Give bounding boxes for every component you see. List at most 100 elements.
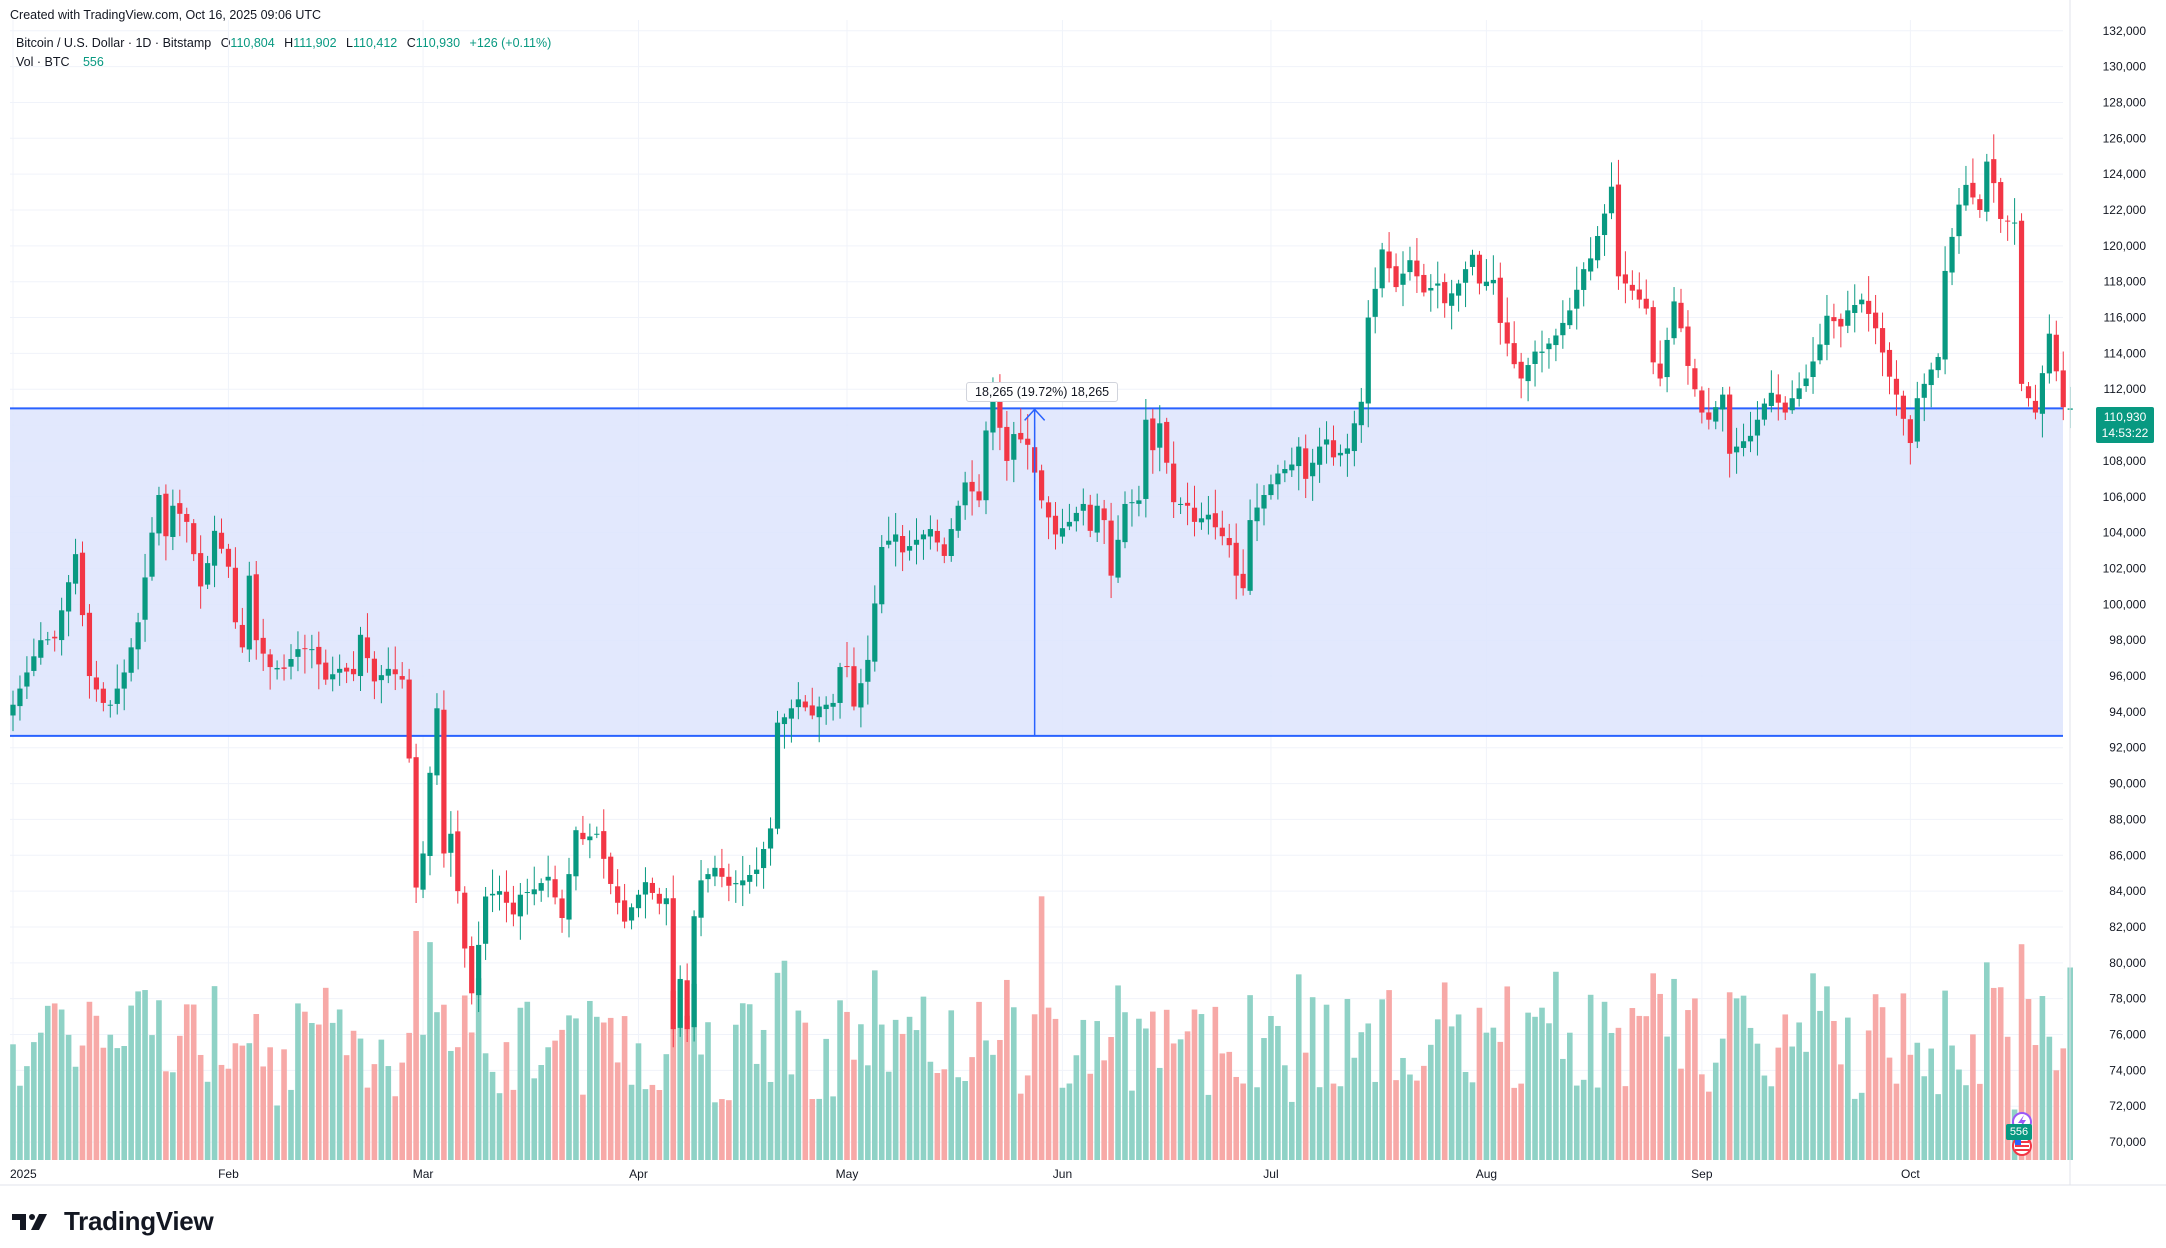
volume-bar	[1511, 1087, 1517, 1160]
candle-body	[1191, 507, 1198, 522]
candle-body	[59, 610, 65, 641]
candle-body	[1393, 266, 1399, 288]
candle-body	[1518, 361, 1524, 379]
volume-bar	[1400, 1057, 1406, 1160]
volume-bar	[482, 1053, 489, 1160]
volume-bar	[1719, 1038, 1726, 1160]
volume-bar	[1726, 992, 1733, 1160]
volume-bar	[1608, 1032, 1615, 1160]
candle-body	[524, 892, 530, 894]
volume-bar	[1560, 1058, 1566, 1160]
candle-body	[1900, 395, 1906, 419]
candle-body	[489, 893, 496, 896]
volume-bar	[795, 1010, 802, 1160]
volume-bar	[1935, 1094, 1941, 1160]
candle-body	[2039, 373, 2045, 414]
legend-volume-label[interactable]: Vol · BTC	[16, 55, 70, 69]
volume-bar	[816, 1098, 822, 1160]
candle-body	[1282, 469, 1288, 474]
price-chart[interactable]: 70,000 72,000 74,000 76,000 78,000 80,000 82,0…	[0, 0, 2166, 1200]
volume-bar	[107, 1034, 114, 1160]
volume-bar	[1108, 1037, 1114, 1160]
candle-body	[1310, 462, 1316, 477]
candle-body	[1935, 356, 1941, 371]
price-tick-label: 102,000	[2103, 561, 2147, 575]
volume-bar	[1963, 1085, 1969, 1160]
volume-bar	[51, 1003, 58, 1160]
volume-bar	[844, 1011, 850, 1160]
candle-body	[712, 867, 718, 877]
volume-bar	[232, 1043, 239, 1160]
volume-bar	[531, 1078, 538, 1160]
candle-body	[156, 495, 162, 534]
candle-body	[1678, 302, 1684, 329]
candle-body	[1803, 378, 1809, 387]
volume-bar	[1066, 1083, 1073, 1160]
candle-body	[1372, 288, 1378, 317]
volume-bar	[1865, 1030, 1872, 1160]
candle-body	[1289, 464, 1295, 471]
candle-body	[1462, 269, 1469, 283]
candle-body	[1087, 504, 1093, 531]
candle-body	[1421, 274, 1427, 293]
candle-body	[357, 634, 364, 677]
price-tick-label: 94,000	[2109, 705, 2146, 719]
price-tick-label: 86,000	[2109, 848, 2146, 862]
time-axis[interactable]: 2025 Feb Mar Apr May Jun Jul Aug Sep Oct	[10, 1167, 1920, 1181]
volume-bar	[1699, 1074, 1705, 1160]
volume-bar	[1490, 1027, 1497, 1160]
volume-bar	[1017, 1093, 1024, 1160]
candle-body	[767, 828, 774, 849]
legend-high-key: H	[284, 36, 294, 50]
candle-body	[121, 672, 127, 689]
volume-bar	[1295, 974, 1302, 1160]
candle-body	[1699, 390, 1705, 413]
volume-bar	[31, 1042, 37, 1160]
candle-body	[1998, 182, 2004, 219]
candle-body	[385, 668, 391, 676]
volume-bar	[753, 1063, 760, 1160]
volume-bar	[1872, 994, 1879, 1160]
volume-bar	[2046, 1036, 2053, 1160]
candle-body	[1866, 300, 1872, 314]
price-axis[interactable]: 70,000 72,000 74,000 76,000 78,000 80,000 82,0…	[2103, 24, 2147, 1149]
candle-body	[781, 717, 788, 725]
volume-bar	[1706, 1091, 1712, 1160]
volume-bar	[1080, 1019, 1087, 1160]
volume-bar	[1240, 1083, 1246, 1160]
volume-bar	[1671, 978, 1677, 1160]
tradingview-brand[interactable]: TradingView	[12, 1206, 214, 1237]
volume-bar	[1518, 1083, 1524, 1160]
volume-bar	[621, 1016, 628, 1160]
volume-bar	[1838, 1064, 1844, 1160]
candle-body	[941, 544, 947, 556]
measure-label[interactable]: 18,265 (19.72%) 18,265	[966, 382, 1119, 402]
bar-countdown: 14:53:22	[2101, 426, 2149, 440]
candle-body	[545, 876, 551, 881]
volume-bar	[128, 1005, 134, 1160]
volume-bar	[1365, 1023, 1372, 1160]
candle-body	[1226, 537, 1232, 546]
us-flag-event-icon[interactable]	[2012, 1136, 2032, 1156]
volume-bar	[1970, 1034, 1976, 1160]
volume-bar	[1629, 1008, 1636, 1160]
price-tick-label: 88,000	[2109, 812, 2146, 826]
candle-body	[253, 574, 259, 641]
candle-body	[747, 875, 753, 882]
volume-bar	[1824, 986, 1830, 1160]
candle-body	[198, 553, 204, 587]
volume-bar	[698, 1054, 704, 1160]
candle-body	[1650, 307, 1656, 363]
volume-bar	[1358, 1032, 1365, 1160]
price-tick-label: 90,000	[2109, 777, 2146, 791]
candle-body	[893, 534, 899, 542]
volume-bar	[1407, 1074, 1413, 1160]
candle-body	[1838, 318, 1844, 327]
volume-bar	[719, 1099, 725, 1160]
volume-bar	[1059, 1087, 1066, 1160]
volume-bar	[1094, 1021, 1100, 1160]
legend-symbol[interactable]: Bitcoin / U.S. Dollar · 1D · Bitstamp	[16, 36, 212, 50]
candle-body	[1768, 392, 1774, 406]
volume-bar	[997, 1039, 1003, 1160]
volume-bar	[1914, 1042, 1921, 1160]
